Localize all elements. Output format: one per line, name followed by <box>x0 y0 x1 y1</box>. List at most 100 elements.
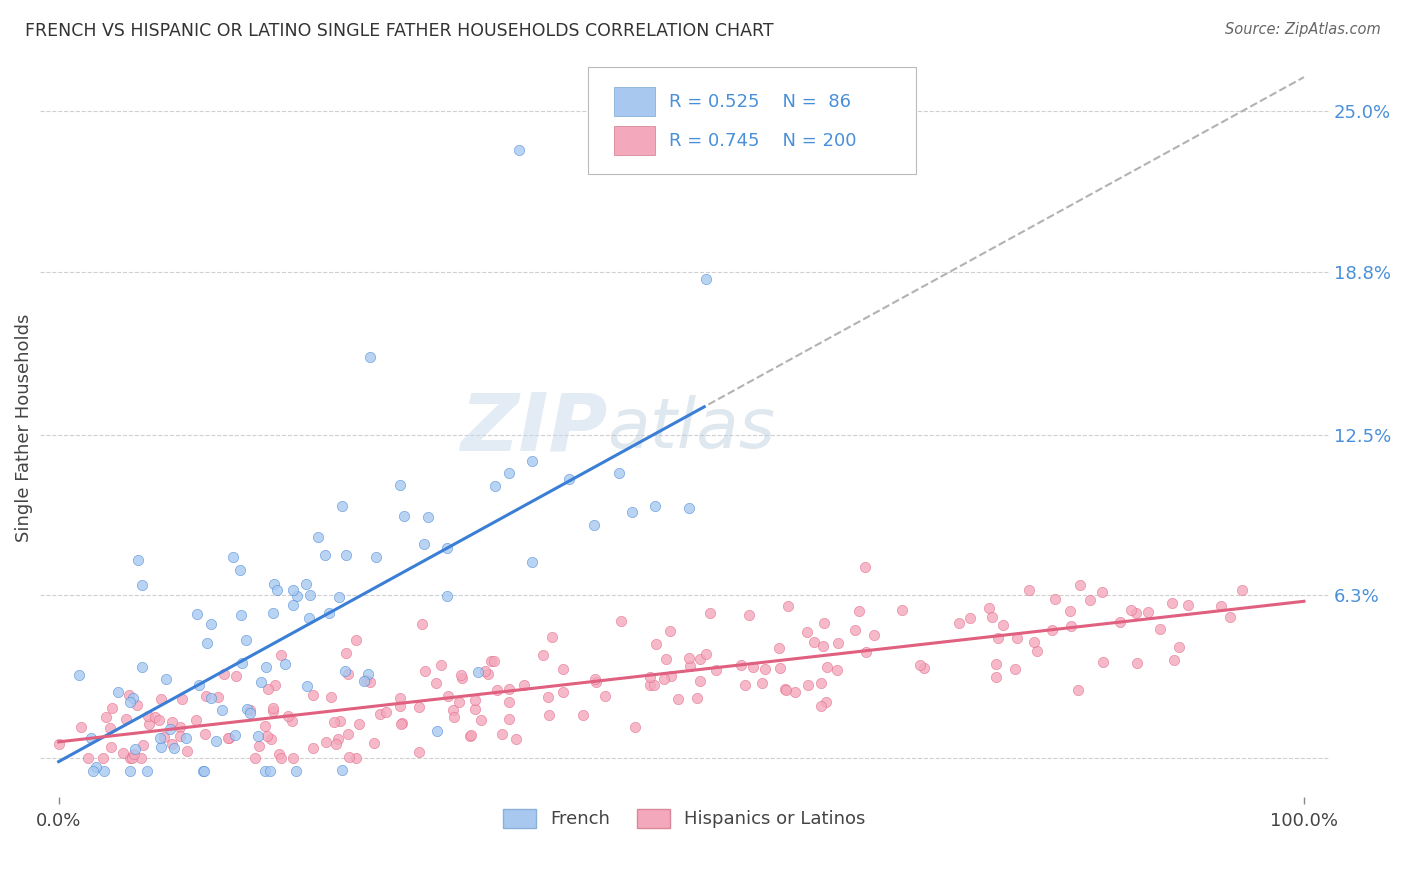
Point <box>620 505 643 519</box>
Point <box>370 706 392 721</box>
Point <box>1109 615 1132 629</box>
Point <box>200 691 222 706</box>
Point <box>243 751 266 765</box>
Point <box>336 667 359 681</box>
Point <box>848 604 870 618</box>
Point <box>638 678 661 692</box>
Point <box>392 509 415 524</box>
Point <box>429 658 451 673</box>
Point <box>149 692 172 706</box>
Point <box>122 747 145 761</box>
Point <box>366 550 388 565</box>
Point <box>48 737 70 751</box>
Point <box>262 704 284 718</box>
Point <box>408 699 430 714</box>
Point <box>260 732 283 747</box>
Point <box>389 699 412 714</box>
Point <box>330 763 353 777</box>
Point <box>498 681 520 696</box>
Point <box>411 616 433 631</box>
Point <box>695 272 717 286</box>
Point <box>436 589 458 603</box>
Point <box>655 652 678 666</box>
Point <box>375 705 398 719</box>
Point <box>522 555 544 569</box>
Point <box>862 627 884 641</box>
Y-axis label: Single Father Households: Single Father Households <box>15 314 32 542</box>
Point <box>553 662 575 676</box>
Point <box>284 764 307 778</box>
Point <box>323 714 346 729</box>
Point <box>797 678 820 692</box>
Point <box>186 607 208 621</box>
Point <box>264 678 287 692</box>
Point <box>778 599 800 613</box>
Point <box>1126 656 1149 670</box>
Point <box>329 714 352 728</box>
Point <box>238 706 260 721</box>
Point <box>477 666 499 681</box>
Point <box>912 661 935 675</box>
Point <box>269 747 291 761</box>
Point <box>302 740 325 755</box>
Point <box>353 673 375 688</box>
Point <box>855 645 877 659</box>
Point <box>145 709 167 723</box>
Point <box>247 739 270 753</box>
FancyBboxPatch shape <box>588 67 917 174</box>
Point <box>508 143 530 157</box>
Point <box>551 685 574 699</box>
Point <box>1219 610 1241 624</box>
Point <box>991 618 1014 632</box>
Point <box>1005 631 1028 645</box>
Point <box>413 537 436 551</box>
Point <box>447 695 470 709</box>
Point <box>624 720 647 734</box>
Point <box>163 741 186 756</box>
Point <box>136 709 159 723</box>
Point <box>498 466 520 480</box>
Point <box>741 660 763 674</box>
Point <box>344 751 367 765</box>
Point <box>666 692 689 706</box>
Point <box>84 760 107 774</box>
Point <box>389 716 412 731</box>
Point <box>482 654 505 668</box>
Text: R = 0.745    N = 200: R = 0.745 N = 200 <box>669 132 856 150</box>
Point <box>107 685 129 699</box>
Legend: French, Hispanics or Latinos: French, Hispanics or Latinos <box>496 802 873 836</box>
Point <box>408 745 430 759</box>
Point <box>537 690 560 704</box>
Point <box>149 731 172 745</box>
Point <box>827 636 849 650</box>
Point <box>212 667 235 681</box>
Point <box>464 693 486 707</box>
Point <box>257 681 280 696</box>
Point <box>150 739 173 754</box>
Point <box>827 663 849 677</box>
Point <box>652 672 675 686</box>
Point <box>159 723 181 737</box>
Point <box>298 588 321 602</box>
Point <box>686 690 709 705</box>
Point <box>1091 585 1114 599</box>
Point <box>1060 619 1083 633</box>
Point <box>277 708 299 723</box>
Point <box>207 690 229 705</box>
Point <box>148 714 170 728</box>
Point <box>470 713 492 727</box>
Point <box>607 467 630 481</box>
Point <box>121 751 143 765</box>
Point <box>948 615 970 630</box>
Point <box>891 603 914 617</box>
Point <box>464 702 486 716</box>
Point <box>474 665 496 679</box>
Point <box>70 720 93 734</box>
Point <box>775 683 797 698</box>
Point <box>160 715 183 730</box>
Point <box>298 611 321 625</box>
Point <box>531 648 554 663</box>
Point <box>347 717 370 731</box>
Point <box>659 624 682 639</box>
Point <box>337 727 360 741</box>
